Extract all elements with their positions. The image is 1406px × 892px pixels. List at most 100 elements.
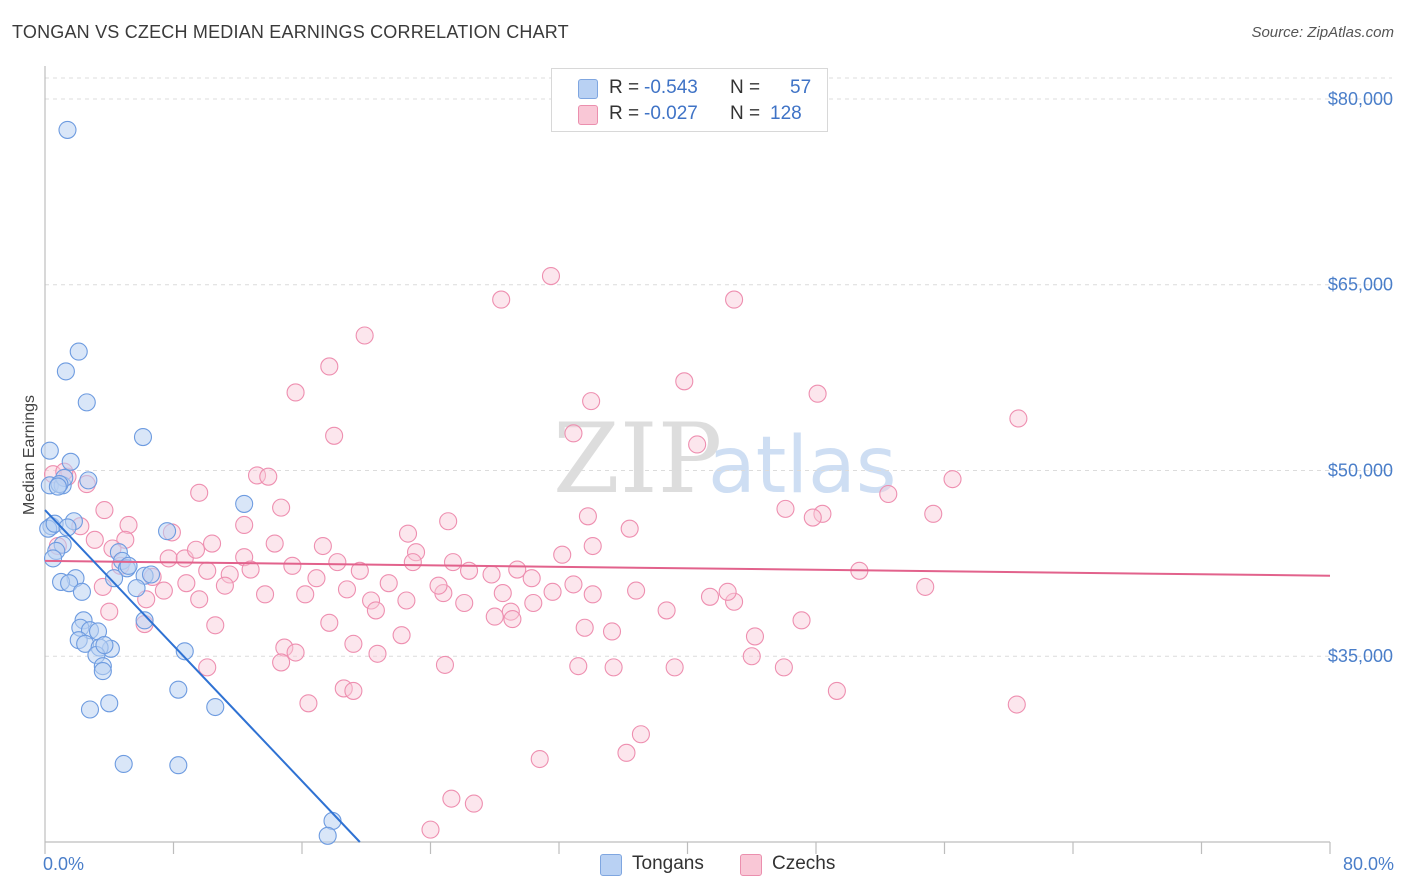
czech-point: [564, 424, 583, 443]
czech-point: [524, 593, 543, 613]
czech-point: [492, 290, 511, 309]
legend-row-tongans: R = -0.543 N = 57: [552, 75, 827, 101]
czech-point: [286, 643, 305, 662]
legend-item-czechs[interactable]: Czechs: [740, 852, 850, 876]
czech-point: [675, 372, 694, 391]
czech-point: [879, 484, 898, 504]
czech-point: [392, 626, 411, 645]
czech-point: [602, 622, 622, 641]
czech-point: [235, 515, 254, 535]
tongan-point: [95, 636, 114, 655]
czech-point: [530, 749, 549, 769]
legend-n-label: N =: [730, 77, 761, 98]
czech-point: [159, 549, 178, 568]
y-tick-label: $50,000: [1328, 460, 1393, 480]
czech-point: [344, 681, 363, 700]
czech-trendline: [44, 559, 1331, 577]
tongan-point: [169, 680, 188, 699]
tongan-point: [80, 700, 100, 719]
czech-point: [313, 536, 332, 556]
legend-row-czechs: R = -0.027 N = 128: [552, 101, 827, 127]
czech-points: [43, 267, 1028, 839]
czech-point: [379, 574, 398, 593]
czech-point: [275, 638, 294, 657]
legend-label-czechs: Czechs: [772, 853, 836, 874]
tongan-point: [79, 471, 98, 490]
czech-point: [617, 743, 636, 762]
czech-point: [283, 556, 302, 575]
czech-point: [827, 681, 846, 700]
czech-point: [286, 383, 305, 402]
czech-point: [503, 610, 522, 629]
czech-point: [553, 545, 572, 564]
tongan-trendline: [44, 509, 361, 843]
czech-point: [206, 616, 225, 635]
tongan-point: [119, 556, 138, 575]
legend-swatch-czechs: [578, 105, 598, 125]
czech-point: [583, 585, 602, 604]
czech-point: [355, 326, 374, 345]
czech-point: [85, 530, 104, 549]
czech-point: [745, 627, 765, 646]
tongan-point: [175, 642, 194, 661]
czech-point: [1007, 695, 1026, 714]
czech-point: [320, 613, 339, 632]
czech-point: [665, 658, 684, 677]
y-tick-label: $80,000: [1328, 89, 1393, 109]
czech-point: [325, 426, 344, 445]
czech-point: [813, 504, 832, 523]
czech-point: [296, 585, 315, 604]
czech-point: [203, 534, 222, 553]
tongan-point: [40, 441, 59, 460]
czech-point: [442, 789, 461, 808]
czech-point: [627, 581, 646, 600]
legend-r-label: R =: [609, 77, 640, 98]
czech-point: [220, 565, 239, 584]
czech-point: [943, 470, 962, 489]
czech-point: [366, 601, 385, 620]
tongan-point: [77, 393, 96, 412]
czech-point: [429, 576, 448, 595]
tongan-point: [114, 754, 133, 774]
legend-item-tongans[interactable]: Tongans: [600, 852, 720, 876]
czech-point: [443, 553, 463, 572]
legend-n-value: 57: [790, 77, 812, 98]
czech-point: [307, 569, 326, 588]
czech-point: [398, 524, 418, 543]
tongan-point: [235, 494, 254, 513]
czech-point: [604, 658, 623, 677]
czech-point: [186, 540, 206, 559]
czech-point: [583, 536, 602, 556]
watermark-zip: ZIP: [553, 403, 722, 515]
czech-point: [350, 561, 369, 580]
legend-r-value: -0.543: [644, 77, 698, 98]
czech-point: [541, 267, 561, 286]
czech-point: [421, 820, 440, 839]
tongan-point: [43, 549, 63, 568]
chart-source: Source: ZipAtlas.com: [1251, 24, 1394, 41]
czech-point: [742, 647, 761, 666]
trendlines: [44, 509, 1331, 843]
legend-n-label: N =: [730, 103, 761, 124]
legend-r-label: R =: [609, 103, 640, 124]
x-tick-labels: 0.0% 80.0%: [43, 854, 1394, 874]
czech-point: [328, 553, 347, 572]
czech-point: [657, 601, 676, 620]
tongan-point: [206, 697, 225, 717]
legend-label-tongans: Tongans: [632, 853, 704, 874]
tongan-point: [72, 582, 91, 601]
czech-point: [522, 569, 541, 588]
czech-point: [272, 498, 291, 517]
czech-point: [455, 593, 474, 613]
czech-point: [578, 507, 597, 526]
tongan-point: [169, 756, 188, 775]
czech-point: [190, 590, 209, 609]
czech-point: [272, 653, 291, 672]
x-tick-label: 80.0%: [1343, 854, 1394, 874]
tongan-point: [318, 826, 337, 845]
y-tick-label: $65,000: [1328, 275, 1393, 295]
czech-point: [100, 602, 119, 621]
czech-point: [95, 501, 114, 520]
y-axis-label: Median Earnings: [21, 395, 38, 515]
czech-point: [725, 592, 744, 611]
